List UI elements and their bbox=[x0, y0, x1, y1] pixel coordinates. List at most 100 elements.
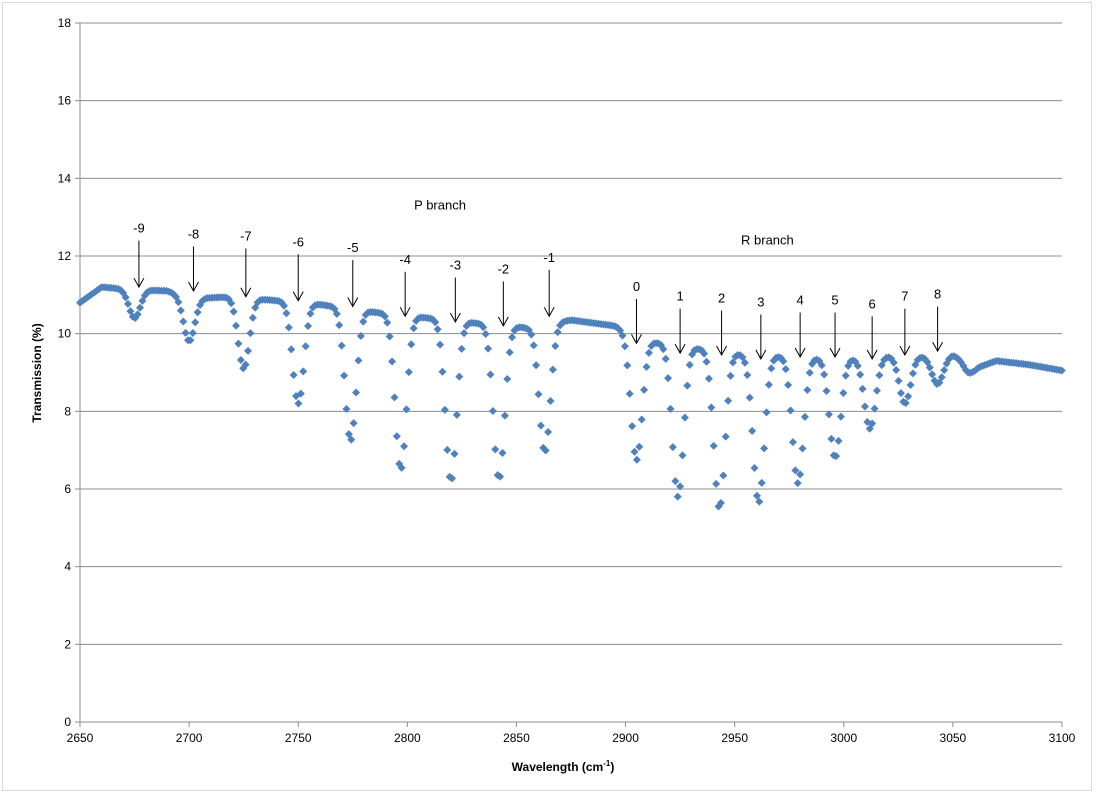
data-point bbox=[798, 444, 807, 453]
data-point bbox=[460, 329, 469, 338]
data-point bbox=[457, 344, 466, 353]
data-point bbox=[347, 435, 356, 444]
data-point bbox=[906, 380, 915, 389]
data-point bbox=[294, 399, 303, 408]
x-tick-labels: 2650 2700 2750 2800 2850 2900 2950 3000 3050 3100 bbox=[67, 731, 1076, 745]
x-tick-label: 2750 bbox=[285, 731, 312, 745]
data-point bbox=[342, 405, 351, 414]
arrow-head bbox=[899, 345, 911, 357]
gridlines bbox=[80, 22, 1062, 645]
data-point bbox=[491, 445, 500, 454]
x-axis-title-close: ) bbox=[610, 760, 614, 774]
data-point bbox=[781, 365, 790, 374]
arrow-head bbox=[543, 306, 555, 318]
data-point bbox=[527, 330, 536, 339]
data-point bbox=[244, 346, 253, 355]
arrow-label: -1 bbox=[543, 250, 555, 265]
data-point bbox=[304, 322, 313, 331]
data-point bbox=[352, 388, 361, 397]
data-point bbox=[191, 318, 200, 327]
data-point bbox=[683, 381, 692, 390]
data-point bbox=[820, 370, 829, 379]
data-point bbox=[719, 471, 728, 480]
x-tick-label: 3050 bbox=[940, 731, 967, 745]
data-point bbox=[179, 317, 188, 326]
data-point bbox=[383, 318, 392, 327]
data-point bbox=[500, 411, 509, 420]
data-point bbox=[822, 387, 831, 396]
data-point bbox=[450, 449, 459, 458]
data-point bbox=[301, 342, 310, 351]
x-tick-label: 2900 bbox=[612, 731, 639, 745]
data-point bbox=[229, 307, 238, 316]
data-point bbox=[553, 328, 562, 337]
data-point bbox=[620, 342, 629, 351]
arrow-label: 0 bbox=[633, 279, 640, 294]
data-point bbox=[743, 370, 752, 379]
arrow-head bbox=[449, 312, 461, 324]
arrow-head bbox=[399, 306, 411, 318]
data-point bbox=[251, 303, 260, 312]
data-point bbox=[925, 363, 934, 372]
data-point bbox=[702, 357, 711, 366]
arrow-head bbox=[240, 287, 252, 298]
data-point bbox=[827, 434, 836, 443]
arrow-label: -8 bbox=[188, 227, 200, 242]
data-point bbox=[760, 444, 769, 453]
data-point bbox=[335, 321, 344, 330]
y-tick-label: 2 bbox=[64, 637, 71, 651]
data-point bbox=[796, 470, 805, 479]
data-point bbox=[193, 308, 202, 317]
data-point bbox=[632, 455, 641, 464]
arrow-head bbox=[674, 343, 686, 355]
data-point bbox=[668, 443, 677, 452]
data-point bbox=[858, 384, 867, 393]
arrow-label: -2 bbox=[498, 261, 510, 276]
data-point bbox=[875, 371, 884, 380]
data-point bbox=[870, 404, 879, 413]
data-point bbox=[181, 328, 190, 337]
data-point bbox=[764, 380, 773, 389]
data-point bbox=[680, 413, 689, 422]
data-point bbox=[1057, 366, 1066, 375]
data-point bbox=[937, 373, 946, 382]
data-point bbox=[755, 497, 764, 506]
arrow-label: -5 bbox=[347, 240, 359, 255]
data-point bbox=[548, 365, 557, 374]
arrow-label: -6 bbox=[292, 234, 304, 249]
data-point bbox=[685, 360, 694, 369]
data-point bbox=[479, 323, 488, 332]
y-tick-label: 6 bbox=[64, 482, 71, 496]
data-point bbox=[551, 342, 560, 351]
arrow-head bbox=[347, 297, 359, 308]
data-point bbox=[133, 310, 142, 319]
data-point bbox=[337, 341, 346, 350]
data-point bbox=[532, 361, 541, 370]
data-point bbox=[748, 426, 757, 435]
arrow-label: 3 bbox=[757, 294, 764, 309]
data-point bbox=[762, 408, 771, 417]
arrow-head bbox=[866, 349, 878, 360]
data-point bbox=[752, 491, 761, 500]
branch-label: P branch bbox=[414, 197, 466, 212]
y-tick-label: 10 bbox=[58, 327, 72, 341]
data-point bbox=[623, 361, 632, 370]
data-point bbox=[625, 389, 634, 398]
data-point bbox=[246, 329, 255, 338]
x-tick-label: 2650 bbox=[67, 731, 94, 745]
data-point bbox=[707, 403, 716, 412]
x-axis-title: Wavelength (cm-1) bbox=[512, 759, 615, 774]
arrow-label: 7 bbox=[901, 289, 908, 304]
data-point bbox=[894, 376, 903, 385]
data-point bbox=[637, 415, 646, 424]
data-point bbox=[640, 385, 649, 394]
data-point bbox=[136, 303, 145, 312]
data-point bbox=[788, 438, 797, 447]
data-point bbox=[287, 345, 296, 354]
x-tick-label: 2700 bbox=[176, 731, 203, 745]
data-point bbox=[241, 360, 250, 369]
data-point bbox=[438, 367, 447, 376]
data-point bbox=[448, 474, 457, 483]
x-axis-title-main: Wavelength (cm bbox=[512, 760, 604, 774]
data-point bbox=[402, 405, 411, 414]
